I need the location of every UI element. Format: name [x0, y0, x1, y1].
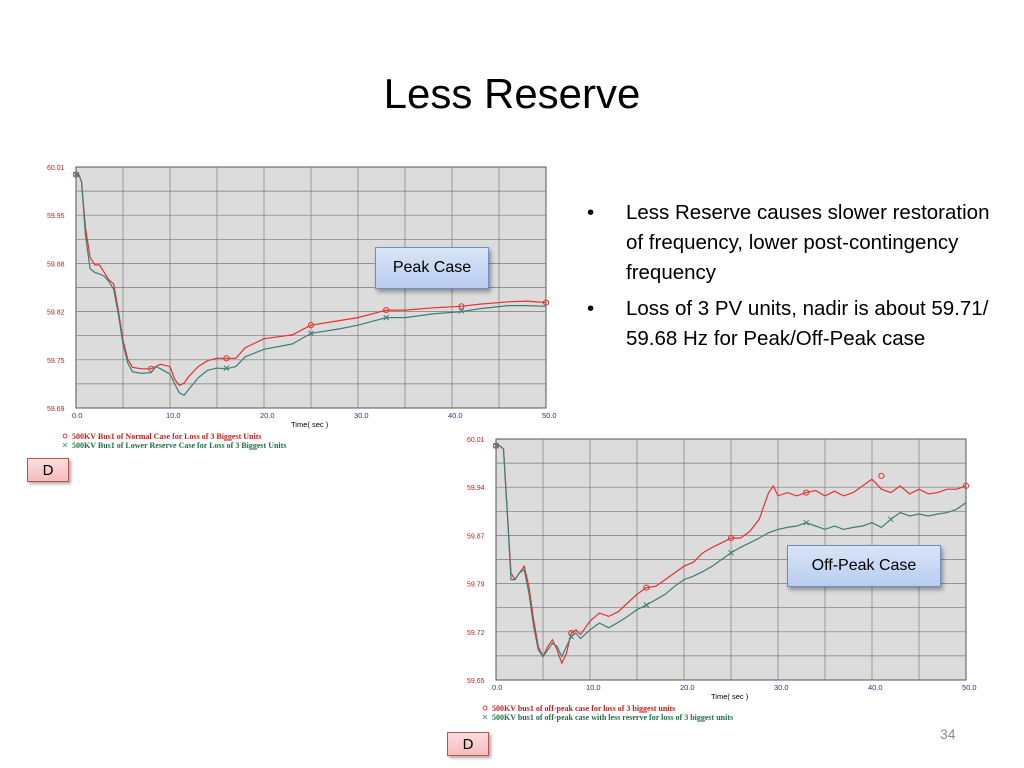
series-marker-circle: [223, 355, 230, 362]
series-marker-x: [308, 330, 314, 337]
bullet-glyph: •: [587, 297, 595, 320]
series-marker-x: [887, 516, 894, 523]
series-marker-circle: [458, 303, 465, 310]
series-marker-x: [73, 171, 79, 178]
x-tick-label: 10.0: [586, 683, 601, 692]
x-tick-label: 20.0: [680, 683, 695, 692]
series-line-1: [76, 173, 547, 387]
legend-marker-x: [482, 714, 488, 720]
y-tick-label: 59.95: [47, 213, 65, 220]
series-marker-circle: [878, 472, 885, 479]
series-marker-circle: [803, 489, 810, 496]
peak-case-chart: 60.01 59.95 59.88 59.82 59.75 59.69 0.0 10.0 20.…: [47, 165, 557, 450]
bullet-list: • Less Reserve causes slower restoration…: [583, 198, 1003, 360]
y-tick-label: 60.01: [47, 165, 65, 172]
series-marker-x: [223, 365, 230, 371]
series-line-2: [496, 445, 967, 659]
series-marker-x: [493, 442, 499, 449]
legend-entry: 500KV bus1 of off-peak case for loss of …: [492, 704, 675, 713]
series-marker-x: [458, 307, 465, 314]
legend-marker-x: [62, 442, 68, 448]
y-tick-label: 59.79: [467, 582, 485, 589]
bullet-item: • Loss of 3 PV units, nadir is about 59.…: [583, 294, 1003, 354]
bullet-glyph: •: [587, 201, 595, 224]
series-line-1: [496, 445, 967, 665]
x-tick-label: 20.0: [260, 411, 275, 420]
peak-case-callout: Peak Case: [375, 247, 489, 289]
offpeak-case-callout: Off-Peak Case: [787, 545, 941, 587]
y-tick-label: 59.94: [467, 485, 485, 492]
series-marker-x: [803, 519, 810, 526]
series-marker-x: [643, 602, 650, 608]
series-marker-circle: [383, 306, 390, 314]
series-line-2: [76, 173, 547, 396]
x-tick-label: 30.0: [354, 411, 369, 420]
bullet-text: Loss of 3 PV units, nadir is about 59.71…: [626, 297, 989, 350]
x-tick-label: 50.0: [962, 683, 977, 692]
series-marker-x: [568, 633, 575, 640]
x-tick-label: 0.0: [492, 683, 502, 692]
series-marker-circle: [307, 322, 315, 329]
legend-entry: 500KV Bus1 of Normal Case for Loss of 3 …: [72, 432, 261, 441]
y-tick-label: 59.87: [467, 533, 485, 540]
series-marker-circle: [643, 584, 650, 591]
series-marker-circle: [542, 299, 550, 306]
y-tick-label: 59.69: [47, 406, 65, 413]
d-button-offpeak[interactable]: D: [447, 732, 489, 756]
series-marker-circle: [962, 482, 970, 489]
x-tick-label: 30.0: [774, 683, 789, 692]
page-number: 34: [940, 726, 956, 742]
x-tick-label: 40.0: [868, 683, 883, 692]
slide-title: Less Reserve: [383, 70, 641, 117]
legend-entry: 500KV Bus1 of Lower Reserve Case for Los…: [72, 441, 286, 450]
y-tick-label: 59.72: [467, 630, 485, 637]
bullet-text: Less Reserve causes slower restoration o…: [626, 201, 990, 284]
y-tick-label: 59.75: [47, 358, 65, 365]
y-tick-label: 59.65: [467, 678, 485, 685]
y-tick-label: 59.88: [47, 261, 65, 268]
x-axis-label: Time( sec ): [711, 692, 749, 701]
x-tick-label: 10.0: [166, 411, 181, 420]
legend-entry: 500KV bus1 of off-peak case with less re…: [492, 713, 733, 722]
y-tick-label: 60.01: [467, 437, 485, 444]
x-tick-label: 40.0: [448, 411, 463, 420]
d-button-peak[interactable]: D: [27, 458, 69, 482]
x-tick-label: 0.0: [72, 411, 82, 420]
y-tick-label: 59.82: [47, 310, 65, 317]
legend-marker-circle: [482, 705, 488, 711]
series-marker-x: [383, 314, 390, 321]
x-tick-label: 50.0: [542, 411, 557, 420]
series-marker-circle: [568, 630, 575, 637]
bullet-item: • Less Reserve causes slower restoration…: [583, 198, 1003, 288]
x-axis-label: Time( sec ): [291, 420, 329, 429]
series-marker-x: [728, 549, 734, 556]
series-marker-circle: [727, 534, 735, 542]
legend-marker-circle: [62, 433, 68, 439]
